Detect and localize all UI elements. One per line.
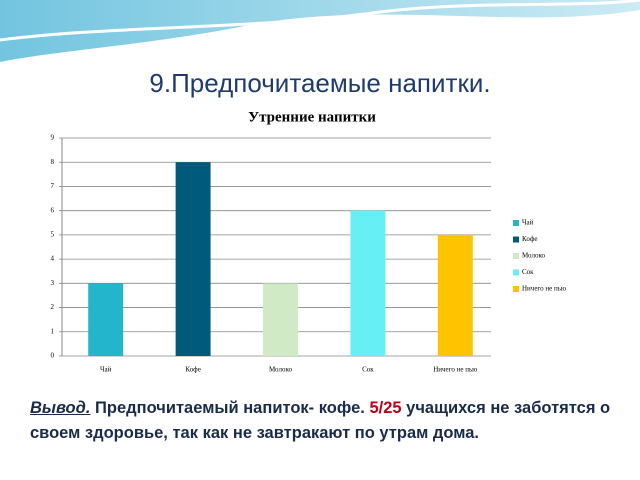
conclusion-text: Предпочитаемый напиток- кофе. — [95, 399, 365, 417]
x-tick-label: Молоко — [269, 366, 292, 374]
bar — [350, 210, 386, 356]
legend-label: Молоко — [522, 252, 545, 260]
legend-swatch — [513, 269, 519, 276]
legend-swatch — [513, 236, 519, 243]
conclusion-text: учащихся не заботятся о своем здоровье, … — [30, 399, 611, 442]
x-tick-label: Чай — [100, 366, 112, 374]
y-tick-label: 4 — [51, 255, 55, 263]
legend-label: Чай — [522, 219, 534, 227]
x-tick-label: Сок — [362, 366, 374, 374]
conclusion: Вывод. Предпочитаемый напиток- кофе. 5/2… — [30, 396, 635, 446]
legend-swatch — [513, 220, 519, 226]
chart-title: Утренние напитки — [248, 109, 376, 125]
slide-title: 9.Предпочитаемые напитки. — [149, 68, 490, 98]
x-tick-label: Кофе — [185, 366, 200, 374]
y-tick-label: 3 — [51, 279, 55, 287]
y-tick-label: 0 — [51, 352, 55, 360]
y-tick-label: 6 — [51, 206, 55, 214]
conclusion-highlight: 5/25 — [369, 399, 402, 417]
y-tick-label: 9 — [51, 134, 55, 142]
header-line — [0, 0, 640, 42]
conclusion-label: Вывод. — [30, 399, 91, 417]
legend-swatch — [513, 286, 519, 292]
legend-label: Ничего не пью — [522, 285, 566, 293]
y-tick-label: 2 — [51, 303, 55, 311]
bar — [437, 234, 473, 356]
legend-swatch — [513, 253, 519, 259]
x-tick-label: Ничего не пью — [433, 366, 477, 374]
bar — [263, 283, 298, 356]
legend-label: Сок — [522, 268, 534, 276]
y-tick-label: 8 — [51, 158, 55, 166]
header-wave — [0, 0, 640, 62]
y-tick-label: 5 — [51, 230, 55, 238]
y-tick-label: 1 — [51, 327, 55, 335]
bar — [88, 283, 124, 356]
bar — [175, 162, 211, 356]
y-tick-label: 7 — [51, 182, 55, 190]
legend-label: Кофе — [522, 235, 537, 243]
